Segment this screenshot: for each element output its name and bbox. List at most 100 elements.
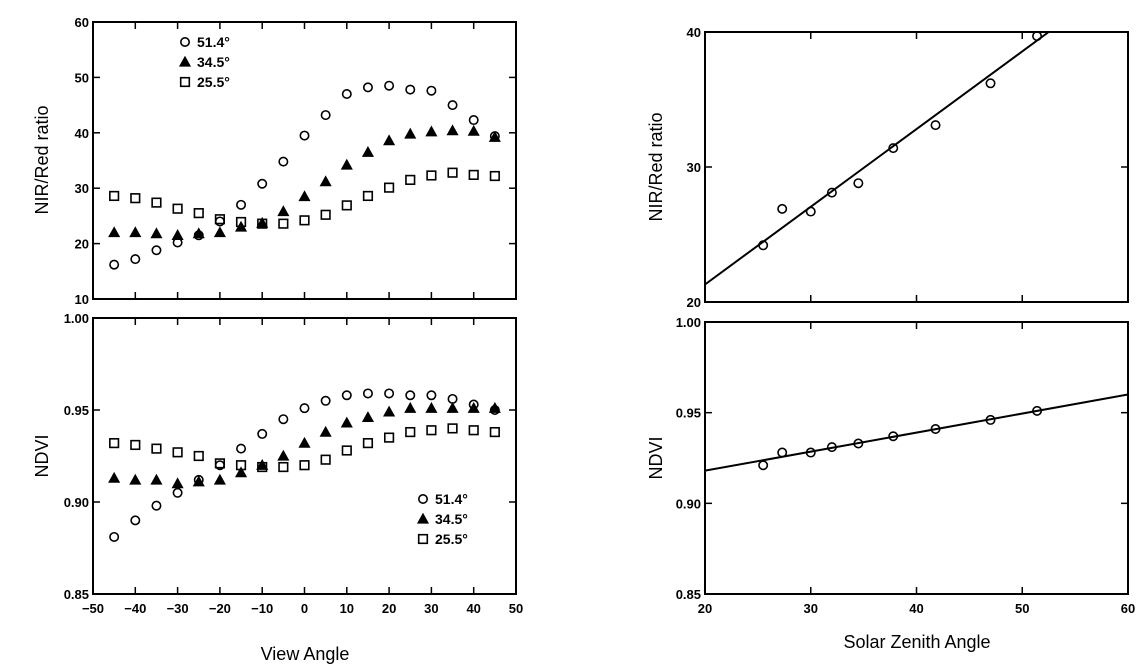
data-point-triangle	[446, 401, 459, 413]
data-point-triangle	[361, 411, 374, 423]
data-point-triangle	[467, 401, 480, 413]
data-point-circle	[826, 187, 837, 198]
y-tick-label: 0.85	[64, 587, 89, 602]
data-point-circle	[278, 414, 289, 425]
data-point-square	[426, 170, 437, 181]
plot-frame	[704, 321, 1129, 595]
data-point-triangle	[467, 124, 480, 136]
data-point-circle	[151, 245, 162, 256]
x-tick-label: −30	[167, 601, 189, 616]
y-tick-label: 30	[75, 181, 89, 196]
data-point-square	[426, 425, 437, 436]
data-point-circle	[777, 447, 788, 458]
y-tick-label: 20	[687, 295, 701, 310]
data-point-circle	[426, 85, 437, 96]
data-point-circle	[826, 442, 837, 453]
data-point-square	[341, 200, 352, 211]
y-tick-label: 1.00	[676, 315, 701, 330]
data-point-square	[130, 439, 141, 451]
data-point-circle	[426, 390, 437, 401]
data-point-circle	[384, 388, 395, 399]
y-tick-label: 0.90	[676, 496, 701, 511]
legend: 51.4° 34.5° 25.5°	[178, 34, 230, 90]
data-point-square	[447, 423, 458, 434]
data-point-circle	[777, 203, 788, 214]
data-point-circle	[257, 178, 268, 189]
y-tick-label: 0.90	[64, 495, 89, 510]
data-point-triangle	[192, 475, 205, 487]
data-point-circle	[930, 423, 941, 434]
data-point-square	[489, 170, 500, 182]
data-point-circle	[405, 84, 416, 95]
data-point-circle	[109, 531, 120, 542]
legend-marker-triangle	[178, 55, 192, 67]
x-tick-label: 30	[804, 601, 818, 616]
data-point-circle	[384, 80, 395, 91]
data-point-square	[320, 209, 331, 220]
data-point-triangle	[277, 449, 290, 461]
data-point-circle	[362, 388, 373, 399]
data-point-triangle	[256, 458, 269, 470]
data-point-triangle	[404, 127, 417, 139]
data-layer	[705, 393, 1128, 472]
data-point-square	[214, 458, 226, 469]
data-point-triangle	[277, 205, 290, 217]
data-point-triangle	[213, 226, 226, 238]
data-point-square	[362, 438, 374, 449]
data-point-circle	[320, 395, 331, 406]
y-tick-label: 50	[75, 70, 89, 85]
data-point-triangle	[361, 145, 374, 157]
data-point-square	[109, 190, 120, 202]
x-tick-label: 60	[1121, 601, 1135, 616]
data-point-triangle	[150, 227, 163, 239]
data-point-circle	[320, 110, 331, 121]
data-point-circle	[214, 216, 225, 227]
plot-frame	[92, 21, 517, 300]
data-point-square	[151, 443, 162, 454]
data-point-square	[193, 208, 204, 219]
x-tick-label: 10	[340, 601, 354, 616]
data-point-circle	[236, 443, 247, 454]
data-point-circle	[151, 500, 162, 511]
data-point-circle	[341, 89, 352, 100]
data-point-square	[489, 426, 500, 438]
data-point-triangle	[340, 158, 353, 170]
x-tick-label: 0	[301, 601, 308, 616]
data-point-triangle	[108, 226, 121, 238]
legend-marker-triangle	[416, 512, 430, 524]
x-tick-label: 40	[909, 601, 923, 616]
x-tick-label: 50	[509, 601, 523, 616]
data-point-square	[151, 197, 162, 208]
legend-marker-square	[417, 533, 429, 545]
data-point-circle	[405, 390, 416, 401]
data-point-triangle	[446, 124, 459, 136]
data-point-square	[383, 432, 395, 443]
legend-marker-circle	[417, 493, 428, 504]
panel-br: 0.85 0.90 0.95 1.00 20 30 40 50 60 NDVI Solar Zeni…	[646, 315, 1135, 652]
data-point-circle	[447, 100, 458, 111]
data-point-circle	[468, 115, 479, 126]
data-point-square	[405, 426, 416, 438]
legend-label: 51.4°	[197, 34, 230, 50]
y-axis-label: NDVI	[32, 434, 52, 477]
panel-tr: 20 30 40 NIR/Red ratio	[646, 25, 1129, 310]
data-point-circle	[172, 487, 183, 498]
x-tick-label: −40	[124, 601, 146, 616]
x-tick-label: 40	[466, 601, 480, 616]
y-tick-label: 1.00	[64, 311, 89, 326]
data-point-square	[468, 169, 479, 181]
data-point-triangle	[383, 134, 396, 146]
data-point-square	[257, 218, 268, 229]
data-point-circle	[888, 431, 899, 442]
data-point-square	[362, 190, 374, 202]
data-point-circle	[888, 143, 899, 154]
data-point-square	[130, 193, 141, 204]
data-point-square	[235, 460, 247, 471]
data-point-square	[405, 174, 416, 185]
data-point-circle	[853, 438, 864, 449]
data-point-square	[299, 215, 310, 226]
data-point-triangle	[488, 401, 501, 413]
x-tick-label: −50	[82, 601, 104, 616]
data-point-circle	[1032, 405, 1043, 416]
